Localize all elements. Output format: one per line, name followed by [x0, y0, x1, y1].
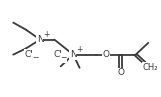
Text: N: N	[37, 35, 43, 44]
Text: CH₂: CH₂	[142, 63, 158, 72]
Text: +: +	[43, 30, 49, 39]
Text: −: −	[32, 53, 38, 62]
Text: −: −	[60, 53, 67, 62]
Text: Cl: Cl	[53, 50, 62, 59]
Text: +: +	[76, 45, 82, 54]
Text: O: O	[117, 68, 124, 78]
Text: Cl: Cl	[25, 50, 33, 59]
Text: O: O	[103, 50, 110, 59]
Text: N: N	[70, 50, 77, 59]
